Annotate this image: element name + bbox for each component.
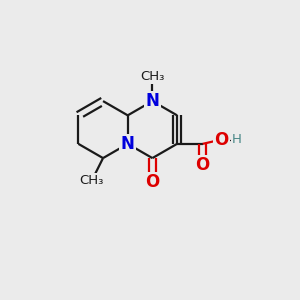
- Text: O: O: [145, 173, 160, 191]
- Text: N: N: [121, 135, 135, 153]
- Text: CH₃: CH₃: [80, 174, 104, 188]
- Text: O: O: [196, 156, 210, 174]
- Text: O: O: [214, 130, 228, 148]
- Text: H: H: [232, 133, 242, 146]
- Text: N: N: [146, 92, 159, 110]
- Text: CH₃: CH₃: [140, 70, 165, 83]
